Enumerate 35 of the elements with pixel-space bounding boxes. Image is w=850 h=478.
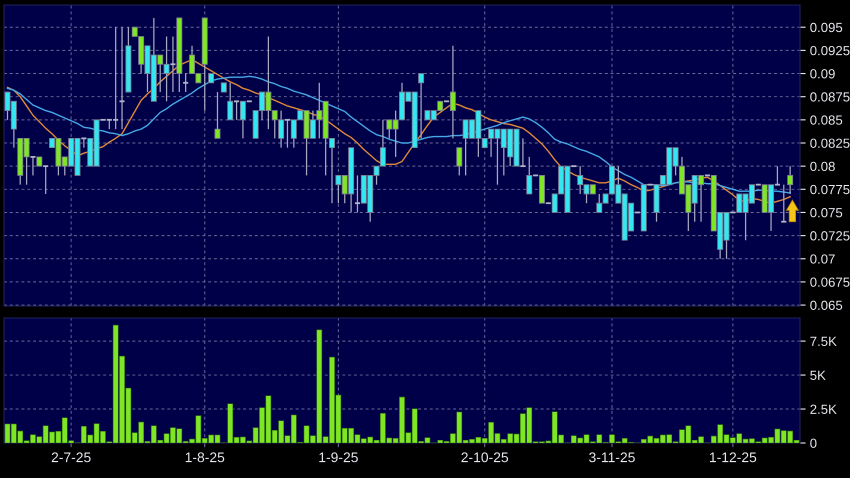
y-tick-label: 0.0825 xyxy=(810,138,850,148)
x-tick-label: 1-12-25 xyxy=(710,452,756,462)
y-tick-label: 0.075 xyxy=(810,208,842,218)
y-tick-label: 5K xyxy=(810,370,826,380)
candlestick xyxy=(80,137,88,148)
y-tick-label: 0.09 xyxy=(810,69,835,78)
x-tick-label: 1-9-25 xyxy=(319,452,358,462)
candlestick xyxy=(220,82,227,92)
y-tick-label: 0.07 xyxy=(810,254,835,264)
y-tick-label: 0.0775 xyxy=(810,184,850,194)
line-series xyxy=(6,76,791,194)
y-tick-label: 0.0925 xyxy=(810,46,850,56)
y-tick-label: 0.095 xyxy=(810,22,842,32)
y-tick-label: 7.5K xyxy=(810,336,837,346)
candlestick xyxy=(42,165,50,195)
y-tick-label: 0.085 xyxy=(810,115,842,125)
candlestick xyxy=(787,166,794,195)
candlestick xyxy=(418,72,424,139)
y-tick-label: 0.0675 xyxy=(810,277,850,287)
y-tick-label: 0.065 xyxy=(810,300,842,310)
y-tick-label: 0 xyxy=(810,438,817,448)
y-tick-label: 0.0725 xyxy=(810,231,850,241)
candlestick xyxy=(30,156,36,176)
y-tick-label: 0.08 xyxy=(810,162,835,172)
candlestick xyxy=(208,73,214,84)
candlestick xyxy=(456,147,462,176)
x-tick-label: 2-10-25 xyxy=(461,452,508,462)
y-tick-label: 0.0875 xyxy=(810,92,850,102)
candlestick xyxy=(214,91,220,139)
y-tick-label: 2.5K xyxy=(810,404,837,414)
x-tick-label: 3-11-25 xyxy=(589,452,635,462)
candlestick xyxy=(36,156,42,167)
candlestick xyxy=(519,138,526,168)
x-tick-label: 1-8-25 xyxy=(186,452,224,462)
x-tick-label: 2-7-25 xyxy=(52,452,91,462)
